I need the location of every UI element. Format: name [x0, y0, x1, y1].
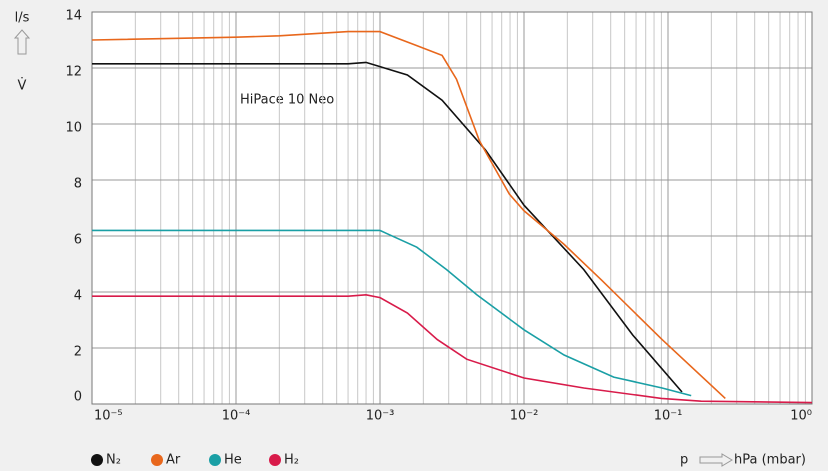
plot-border	[91, 11, 813, 405]
x-tick-label: 10⁰	[790, 409, 812, 424]
series-line	[92, 229, 692, 397]
x-tick-label: 10⁻³	[366, 409, 395, 424]
plot-area	[92, 12, 812, 404]
y-tick-label: 2	[74, 345, 82, 360]
x-label-unit: hPa (mbar)	[734, 453, 806, 468]
x-tick-label: 10⁻¹	[654, 409, 683, 424]
series-line	[91, 30, 726, 399]
y-tick-label: 10	[65, 121, 82, 136]
y-tick-label: 8	[74, 177, 82, 192]
x-tick-label: 10⁻⁴	[222, 409, 251, 424]
annotation: HiPace 10 Neo	[240, 93, 334, 108]
legend-swatch	[269, 454, 281, 466]
x-tick-label: 10⁻²	[510, 409, 539, 424]
x-tick-label: 10⁻⁵	[94, 409, 123, 424]
legend-label: Ar	[166, 453, 181, 468]
series-line	[92, 293, 813, 404]
legend-swatch	[209, 454, 221, 466]
x-label-p: p	[680, 453, 688, 468]
legend-label: H₂	[284, 453, 299, 468]
legend-swatch	[91, 454, 103, 466]
legend-swatch	[151, 454, 163, 466]
y-tick-label: 12	[65, 65, 82, 80]
x-arrow	[699, 453, 733, 467]
y-tick-label: 14	[65, 9, 82, 24]
series-line	[92, 61, 683, 393]
y-tick-label: 6	[74, 233, 82, 248]
legend-label: He	[224, 453, 242, 468]
y-arrow	[13, 29, 31, 55]
y-tick-label: 4	[74, 289, 82, 304]
y-label: V̇	[18, 78, 27, 93]
y-tick-label: 0	[74, 390, 82, 405]
y-unit: l/s	[15, 11, 30, 26]
legend-label: N₂	[106, 453, 121, 468]
